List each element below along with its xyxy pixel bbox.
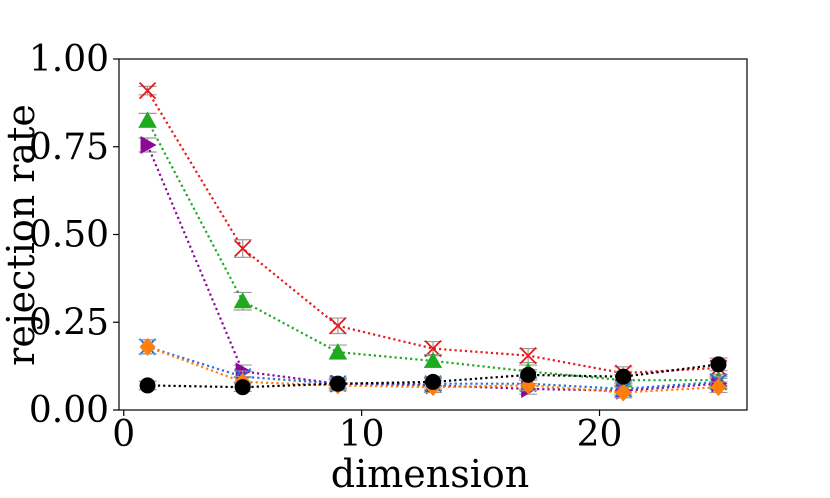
data-point-green — [138, 111, 157, 128]
data-point-red — [138, 81, 157, 100]
y-tick-label: 0.25 — [29, 302, 109, 343]
data-point-red — [329, 317, 347, 335]
series-black — [138, 356, 728, 396]
data-point-green — [233, 292, 252, 309]
data-point-black — [234, 379, 251, 396]
series-line-red — [146, 90, 719, 375]
data-point-orange — [139, 337, 156, 356]
data-point-black — [710, 356, 727, 373]
data-point-black — [520, 366, 537, 383]
data-point-black — [139, 377, 156, 394]
data-point-green — [328, 343, 347, 360]
y-tick-label: 0.00 — [29, 390, 109, 431]
data-point-purple — [140, 135, 157, 154]
data-point-black — [425, 373, 441, 390]
data-point-green — [424, 351, 442, 368]
axes-layer: 0 10 20 0.00 0.25 0.50 0.75 1.00 — [29, 39, 623, 455]
x-tick-label: 0 — [112, 414, 135, 455]
series-layer — [138, 81, 728, 402]
y-axis-label: rejection rate — [0, 104, 43, 366]
data-point-red — [519, 346, 537, 365]
x-tick-label: 20 — [577, 414, 623, 455]
x-axis-label: dimension — [331, 452, 529, 496]
x-tick-label: 10 — [339, 414, 385, 455]
data-point-orange — [615, 383, 632, 402]
data-point-red — [424, 339, 442, 358]
data-point-black — [329, 375, 346, 392]
data-point-orange — [710, 378, 727, 397]
y-tick-label: 0.50 — [29, 215, 109, 256]
y-tick-label: 1.00 — [29, 39, 109, 80]
series-red — [138, 81, 728, 382]
data-point-red — [234, 239, 252, 258]
y-tick-label: 0.75 — [29, 127, 109, 168]
data-point-black — [615, 368, 632, 385]
